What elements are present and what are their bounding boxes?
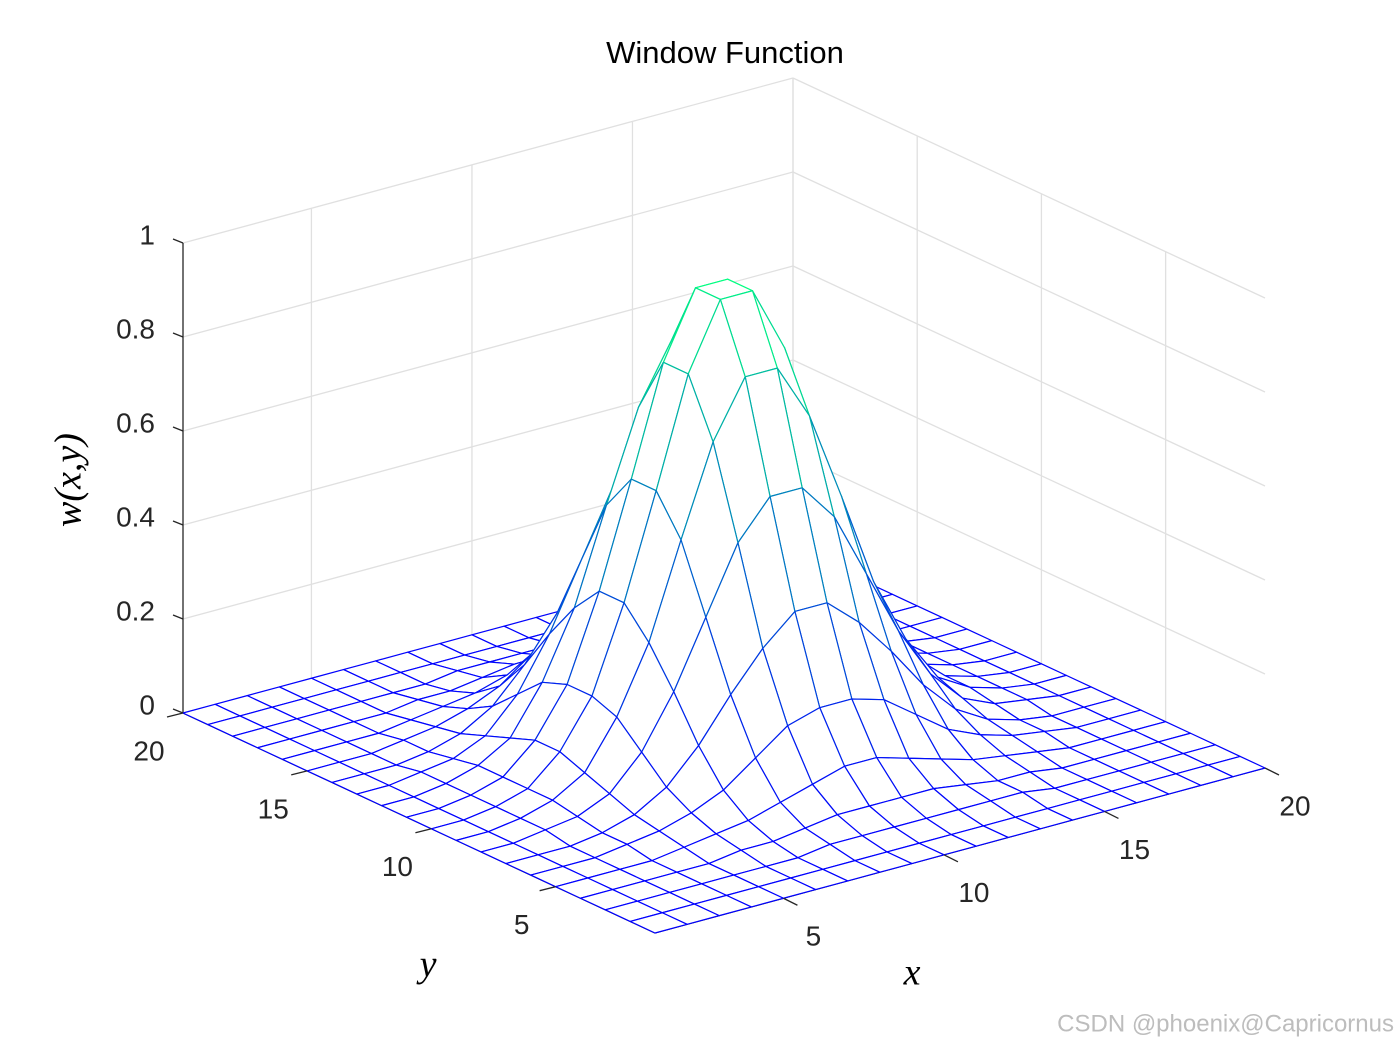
x-tick-label: 5 — [806, 921, 822, 952]
y-tick-label: 15 — [258, 793, 289, 824]
z-tick-label: 0.2 — [116, 595, 155, 626]
grid-line — [792, 171, 1266, 393]
z-tick — [172, 708, 184, 714]
z-axis-label: w(x,y) — [48, 433, 90, 527]
grid-line — [792, 265, 1266, 487]
y-tick-label: 10 — [382, 851, 413, 882]
y-tick — [415, 828, 432, 834]
grid-line — [182, 171, 794, 338]
y-axis-label: y — [416, 944, 437, 986]
grid-line — [182, 77, 794, 244]
z-tick-label: 0 — [139, 689, 155, 720]
x-tick — [1264, 767, 1280, 776]
y-tick — [166, 712, 184, 718]
x-tick-label: 20 — [1279, 790, 1310, 821]
z-tick — [172, 426, 184, 432]
grid-line — [792, 453, 1266, 675]
mesh-cell — [629, 912, 688, 934]
z-tick-label: 0.4 — [116, 501, 155, 532]
z-tick — [172, 520, 184, 526]
chart-title: Window Function — [606, 35, 844, 70]
mesh-surface — [182, 278, 1266, 934]
x-tick — [1104, 810, 1119, 820]
x-tick-label: 15 — [1119, 834, 1150, 865]
z-tick — [172, 332, 184, 338]
grid-line — [792, 359, 1266, 581]
z-tick-label: 0.8 — [116, 313, 155, 344]
y-tick — [291, 770, 308, 776]
grid-line — [182, 265, 794, 432]
z-tick-label: 0.6 — [116, 407, 155, 438]
z-tick-label: 1 — [139, 219, 155, 250]
z-tick — [172, 614, 184, 620]
grid-line — [792, 77, 1266, 299]
x-tick — [783, 897, 798, 906]
x-axis-label: x — [903, 952, 921, 994]
x-tick — [943, 854, 959, 863]
z-tick — [172, 238, 184, 244]
watermark: CSDN @phoenix@Capricornus — [1057, 1010, 1394, 1037]
x-tick-label: 10 — [958, 877, 989, 908]
y-tick-label: 5 — [514, 909, 530, 940]
y-tick-label: 20 — [133, 735, 164, 766]
y-tick — [539, 886, 556, 892]
